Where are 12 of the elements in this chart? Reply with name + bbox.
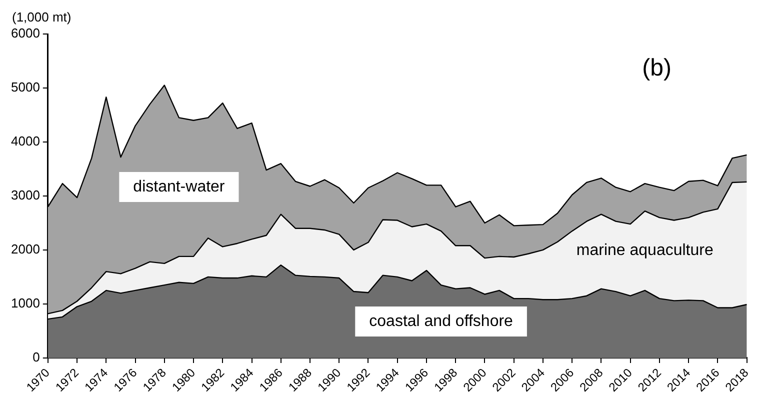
y-tick-label: 1000 — [11, 296, 40, 311]
y-tick-label: 3000 — [11, 188, 40, 203]
series-label: marine aquaculture — [576, 242, 714, 260]
y-tick-label: 6000 — [11, 26, 40, 41]
y-tick-label: 2000 — [11, 242, 40, 257]
series-label: coastal and offshore — [369, 312, 514, 330]
y-tick-label: 0 — [32, 350, 40, 365]
y-tick-label: 4000 — [11, 134, 40, 149]
text: (b) — [642, 54, 672, 82]
y-tick-label: 5000 — [11, 80, 40, 95]
series-label: distant-water — [133, 178, 226, 196]
y-axis-title: (1,000 mt) — [12, 10, 72, 25]
